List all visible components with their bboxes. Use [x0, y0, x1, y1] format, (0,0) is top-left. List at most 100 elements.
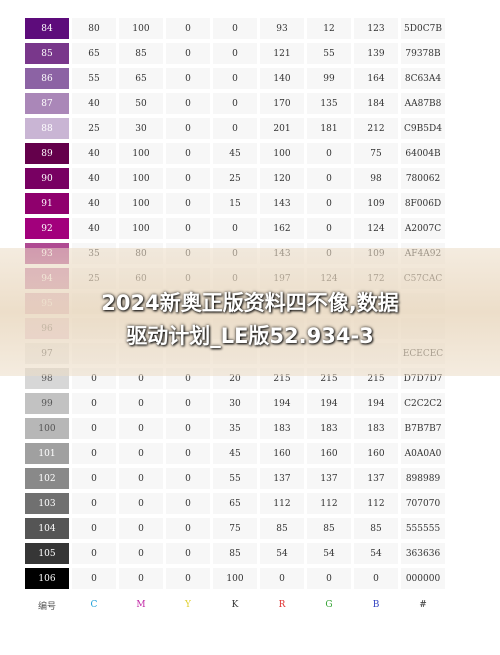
- legend-label: G: [325, 600, 333, 610]
- cell-m: 0: [119, 468, 163, 489]
- cell-m: 100: [119, 168, 163, 189]
- cell-m: 50: [119, 93, 163, 114]
- cell-y: 0: [166, 18, 210, 39]
- cell-g: 135: [307, 93, 351, 114]
- cell-y: 0: [166, 193, 210, 214]
- cell-m: 85: [119, 43, 163, 64]
- cell-m: 65: [119, 68, 163, 89]
- color-number-swatch: 88: [25, 118, 69, 139]
- cell-c: 80: [72, 18, 116, 39]
- cell-hex: A2007C: [401, 218, 445, 239]
- cell-r: 160: [260, 443, 304, 464]
- table-row: 91 40 100 0 15 143 0 109 8F006D: [25, 193, 445, 214]
- cell-hex: AA87B8: [401, 93, 445, 114]
- cell-hex: 000000: [401, 568, 445, 589]
- cell-hex: 64004B: [401, 143, 445, 164]
- table-row: 101 0 0 0 45 160 160 160 A0A0A0: [25, 443, 445, 464]
- cell-b: 184: [354, 93, 398, 114]
- cell-k: 55: [213, 468, 257, 489]
- cell-k: 75: [213, 518, 257, 539]
- legend-label: C: [90, 600, 98, 610]
- cell-y: 0: [166, 418, 210, 439]
- cell-k: 45: [213, 143, 257, 164]
- title-overlay-band: [0, 248, 500, 376]
- color-number-swatch: 87: [25, 93, 69, 114]
- color-number-swatch: 84: [25, 18, 69, 39]
- cell-g: 0: [307, 218, 351, 239]
- cell-g: 99: [307, 68, 351, 89]
- cell-c: 0: [72, 518, 116, 539]
- cell-k: 0: [213, 43, 257, 64]
- cell-r: 121: [260, 43, 304, 64]
- cell-g: 181: [307, 118, 351, 139]
- cell-hex: C2C2C2: [401, 393, 445, 414]
- color-number-swatch: 92: [25, 218, 69, 239]
- cell-y: 0: [166, 168, 210, 189]
- table-row: 92 40 100 0 0 162 0 124 A2007C: [25, 218, 445, 239]
- cell-r: 140: [260, 68, 304, 89]
- cell-k: 15: [213, 193, 257, 214]
- table-row: 86 55 65 0 0 140 99 164 8C63A4: [25, 68, 445, 89]
- cell-b: 109: [354, 193, 398, 214]
- cell-hex: A0A0A0: [401, 443, 445, 464]
- cell-g: 0: [307, 568, 351, 589]
- cell-b: 137: [354, 468, 398, 489]
- cell-c: 40: [72, 193, 116, 214]
- table-row: 100 0 0 0 35 183 183 183 B7B7B7: [25, 418, 445, 439]
- color-number-swatch: 89: [25, 143, 69, 164]
- cell-y: 0: [166, 443, 210, 464]
- cell-k: 0: [213, 93, 257, 114]
- cell-m: 0: [119, 543, 163, 564]
- color-number-swatch: 103: [25, 493, 69, 514]
- cell-g: 12: [307, 18, 351, 39]
- cell-m: 0: [119, 443, 163, 464]
- cell-b: 183: [354, 418, 398, 439]
- cell-g: 112: [307, 493, 351, 514]
- cell-k: 85: [213, 543, 257, 564]
- cell-g: 194: [307, 393, 351, 414]
- color-number-swatch: 100: [25, 418, 69, 439]
- cell-g: 0: [307, 193, 351, 214]
- table-row: 103 0 0 0 65 112 112 112 707070: [25, 493, 445, 514]
- cell-g: 54: [307, 543, 351, 564]
- cell-m: 0: [119, 393, 163, 414]
- table-row: 102 0 0 0 55 137 137 137 898989: [25, 468, 445, 489]
- cell-b: 98: [354, 168, 398, 189]
- color-number-swatch: 106: [25, 568, 69, 589]
- cell-m: 30: [119, 118, 163, 139]
- cell-y: 0: [166, 468, 210, 489]
- cell-c: 0: [72, 543, 116, 564]
- cell-hex: C9B5D4: [401, 118, 445, 139]
- cell-r: 0: [260, 568, 304, 589]
- cell-c: 40: [72, 218, 116, 239]
- cell-r: 120: [260, 168, 304, 189]
- color-number-swatch: 102: [25, 468, 69, 489]
- cell-c: 25: [72, 118, 116, 139]
- cell-g: 160: [307, 443, 351, 464]
- cell-c: 55: [72, 68, 116, 89]
- cell-c: 0: [72, 393, 116, 414]
- legend-label: K: [231, 600, 239, 610]
- cell-y: 0: [166, 118, 210, 139]
- cell-k: 25: [213, 168, 257, 189]
- cell-k: 100: [213, 568, 257, 589]
- header-legend-row: 编号 C M Y K R G B #: [25, 593, 445, 617]
- cell-c: 65: [72, 43, 116, 64]
- cell-r: 194: [260, 393, 304, 414]
- cell-k: 0: [213, 18, 257, 39]
- cell-k: 65: [213, 493, 257, 514]
- cell-k: 0: [213, 218, 257, 239]
- cell-y: 0: [166, 218, 210, 239]
- cell-y: 0: [166, 518, 210, 539]
- cell-hex: 8C63A4: [401, 68, 445, 89]
- cell-m: 100: [119, 18, 163, 39]
- cell-b: 0: [354, 568, 398, 589]
- cell-c: 40: [72, 143, 116, 164]
- cell-r: 112: [260, 493, 304, 514]
- legend-label: R: [278, 600, 286, 610]
- cell-hex: 780062: [401, 168, 445, 189]
- color-number-swatch: 85: [25, 43, 69, 64]
- cell-b: 124: [354, 218, 398, 239]
- cell-m: 0: [119, 418, 163, 439]
- table-row: 87 40 50 0 0 170 135 184 AA87B8: [25, 93, 445, 114]
